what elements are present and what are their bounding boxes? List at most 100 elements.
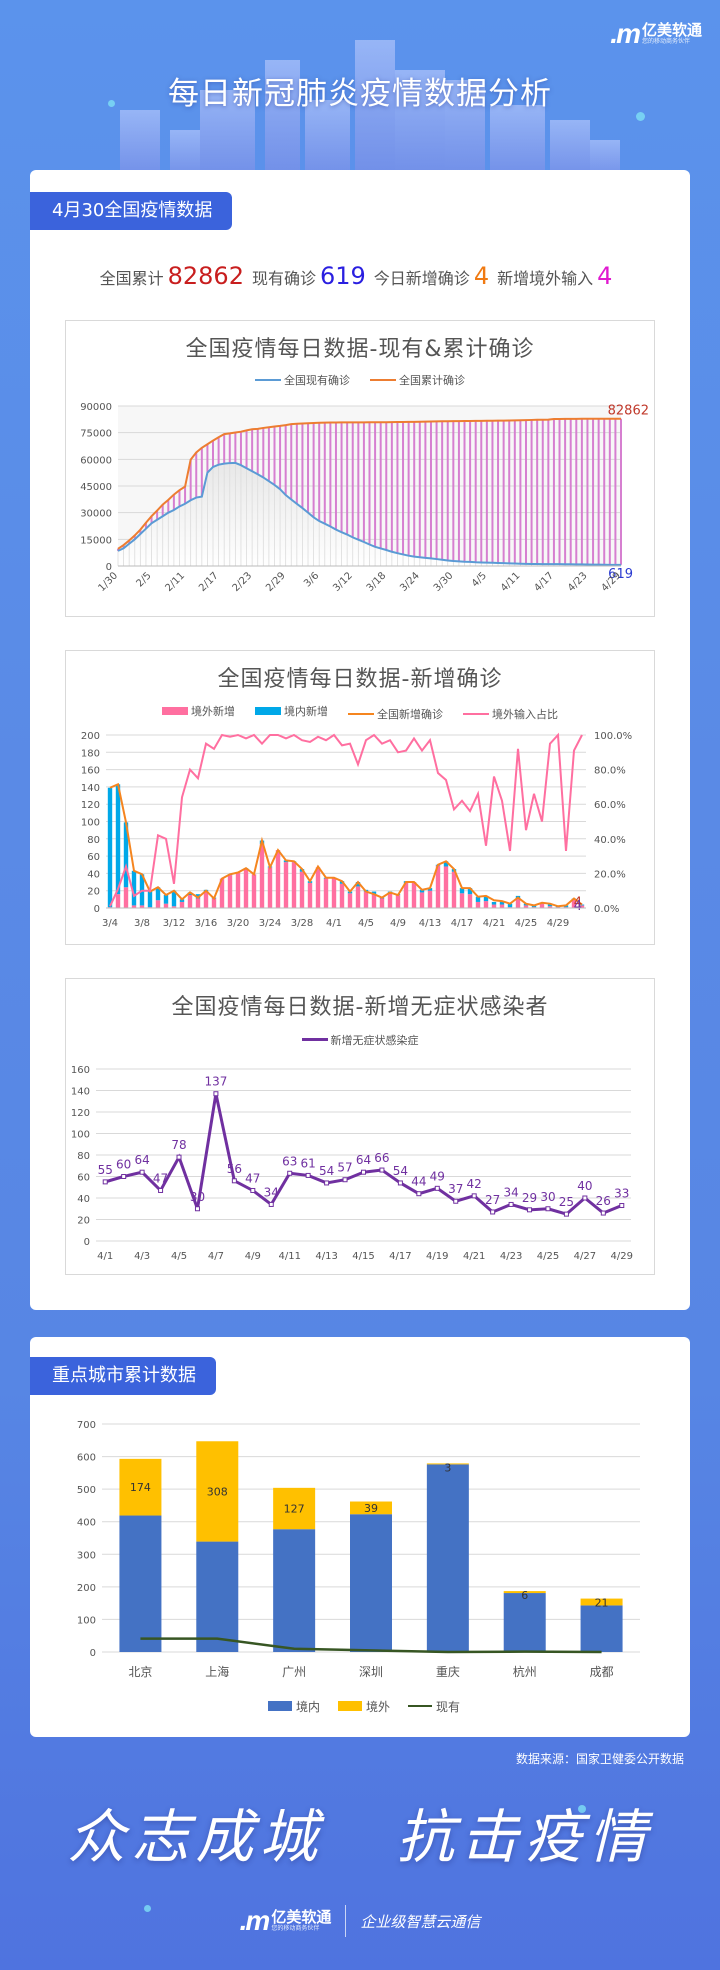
legend-swatch (348, 713, 374, 715)
svg-text:北京: 北京 (128, 1665, 152, 1679)
chart-asymptomatic-panel: 全国疫情每日数据-新增无症状感染者 新增无症状感染症 0 20 40 60 80 100 1… (65, 978, 655, 1275)
svg-text:现有: 现有 (436, 1700, 460, 1714)
svg-text:120: 120 (71, 1108, 90, 1119)
svg-text:4/9: 4/9 (245, 1251, 261, 1262)
svg-text:61: 61 (301, 1156, 316, 1170)
stat-value: 4 (597, 262, 613, 290)
svg-text:4/1: 4/1 (97, 1251, 113, 1262)
svg-text:40.0%: 40.0% (594, 835, 626, 846)
svg-text:3/18: 3/18 (365, 570, 389, 594)
svg-text:30: 30 (190, 1190, 205, 1204)
legend-item: 境外输入占比 (463, 706, 558, 722)
legend-label: 境内新增 (284, 705, 328, 718)
svg-text:40: 40 (87, 869, 100, 880)
svg-text:4: 4 (574, 899, 582, 914)
chart-legend: 境外新增 境内新增 全国新增确诊 境外输入占比 (66, 703, 654, 722)
section-tag: 重点城市累计数据 (30, 1357, 216, 1395)
svg-text:4/11: 4/11 (278, 1251, 300, 1262)
svg-text:4/7: 4/7 (208, 1251, 224, 1262)
stat-label: 新增境外输入 (497, 269, 594, 288)
stat-value: 619 (319, 262, 366, 290)
national-data-card: 4月30全国疫情数据 全国累计 82862 现有确诊 619 今日新增确诊 4 新增境外输入… (30, 170, 690, 1310)
chart-title: 全国疫情每日数据-现有&累计确诊 (185, 337, 535, 362)
svg-text:4/15: 4/15 (352, 1251, 374, 1262)
tagline: 企业级智慧云通信 (360, 1912, 481, 1931)
svg-text:4/13: 4/13 (315, 1251, 337, 1262)
svg-text:2/23: 2/23 (231, 570, 255, 594)
brand-name: 亿美软通 (641, 21, 702, 39)
svg-text:3/24: 3/24 (398, 570, 422, 594)
legend-swatch (255, 379, 281, 381)
svg-text:60000: 60000 (80, 455, 112, 466)
svg-text:3/6: 3/6 (302, 570, 321, 589)
svg-text:6: 6 (521, 1589, 528, 1602)
svg-text:33: 33 (614, 1187, 629, 1201)
svg-text:4/17: 4/17 (532, 570, 556, 594)
svg-text:29: 29 (522, 1191, 537, 1205)
stat-value: 82862 (167, 262, 244, 290)
svg-text:100: 100 (71, 1130, 90, 1141)
sparkle-dot (144, 1905, 151, 1912)
cumulative-line-chart: 0 15000 30000 45000 60000 75000 90000 82862 619 1… (80, 402, 649, 594)
brand-logo: .m 亿美软通 您的移动商务伙伴 (610, 18, 702, 50)
svg-text:54: 54 (319, 1164, 334, 1178)
svg-text:25: 25 (559, 1195, 574, 1209)
skyline-building (395, 70, 445, 180)
svg-text:100: 100 (81, 818, 100, 829)
svg-text:4/27: 4/27 (574, 1251, 596, 1262)
svg-text:60: 60 (116, 1158, 131, 1172)
svg-text:82862: 82862 (608, 404, 649, 419)
svg-text:0: 0 (90, 1648, 96, 1659)
skyline-building (120, 110, 160, 180)
legend-label: 境外新增 (191, 705, 235, 718)
svg-text:90000: 90000 (80, 402, 112, 413)
svg-text:2/17: 2/17 (197, 570, 221, 594)
svg-text:44: 44 (411, 1175, 426, 1189)
svg-text:3/8: 3/8 (134, 918, 150, 929)
svg-text:200: 200 (77, 1583, 96, 1594)
stat-label: 现有确诊 (251, 269, 316, 288)
legend-item: 境内新增 (255, 703, 328, 719)
svg-text:杭州: 杭州 (513, 1664, 537, 1679)
slogan: 众志成城 抗击疫情 (0, 1790, 720, 1874)
svg-text:4/5: 4/5 (171, 1251, 187, 1262)
divider (345, 1905, 347, 1937)
svg-text:45000: 45000 (80, 482, 112, 493)
svg-text:4/21: 4/21 (483, 918, 505, 929)
svg-text:137: 137 (204, 1075, 227, 1089)
legend-swatch (301, 1038, 328, 1041)
skyline-building (445, 80, 485, 180)
svg-text:78: 78 (171, 1138, 186, 1152)
svg-text:57: 57 (337, 1161, 352, 1175)
svg-text:3/12: 3/12 (331, 570, 355, 594)
svg-text:100: 100 (77, 1615, 96, 1626)
svg-text:160: 160 (71, 1065, 90, 1076)
svg-text:0: 0 (84, 1237, 90, 1248)
chart-legend: 全国现有确诊 全国累计确诊 (66, 371, 654, 388)
legend-swatch (162, 707, 188, 715)
svg-text:2/29: 2/29 (264, 570, 288, 594)
svg-text:3/12: 3/12 (163, 918, 185, 929)
new-cases-combo-chart: 0 20 40 60 80 100 120 140 160 180 200 0.0% 20.0% 40.0… (81, 731, 632, 929)
svg-text:3/20: 3/20 (227, 918, 249, 929)
svg-text:120: 120 (81, 800, 100, 811)
svg-text:3: 3 (444, 1461, 451, 1474)
svg-text:3/4: 3/4 (102, 918, 118, 929)
footer-brand: .m 亿美软通 您的移动商务伙伴 企业级智慧云通信 (0, 1905, 720, 1937)
svg-text:64: 64 (356, 1153, 371, 1167)
svg-text:3/30: 3/30 (432, 570, 456, 594)
chart-new-cases-panel: 全国疫情每日数据-新增确诊 境外新增 境内新增 全国新增确诊 境外输入占比 0 20 40… (65, 650, 655, 945)
svg-text:600: 600 (77, 1453, 96, 1464)
hero-banner: .m 亿美软通 您的移动商务伙伴 每日新冠肺炎疫情数据分析 (0, 0, 720, 180)
svg-text:境内: 境内 (296, 1699, 320, 1714)
svg-text:4/25: 4/25 (537, 1251, 559, 1262)
page-title: 每日新冠肺炎疫情数据分析 (168, 76, 552, 112)
svg-text:127: 127 (284, 1503, 305, 1516)
svg-text:20.0%: 20.0% (594, 869, 626, 880)
svg-text:160: 160 (81, 766, 100, 777)
svg-text:174: 174 (130, 1481, 151, 1494)
svg-text:63: 63 (282, 1154, 297, 1168)
legend-item: 全国新增确诊 (348, 706, 443, 722)
skyline-building (200, 90, 255, 180)
svg-text:37: 37 (448, 1182, 463, 1196)
